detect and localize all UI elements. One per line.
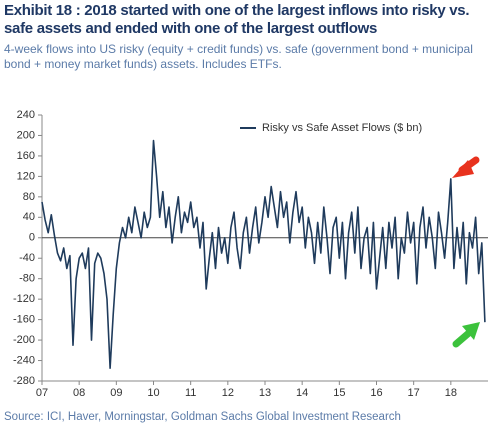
x-tick-label: 11 (185, 387, 196, 399)
red-arrow (452, 156, 480, 178)
x-tick-label: 14 (296, 387, 308, 399)
y-tick-label: -80 (19, 273, 35, 285)
y-tick-label: -280 (13, 375, 35, 387)
x-tick-label: 07 (36, 387, 48, 399)
series-line (41, 139, 486, 369)
x-tick-label: 16 (370, 387, 382, 399)
y-tick-label: 80 (23, 191, 35, 203)
y-tick-label: 0 (29, 232, 35, 244)
y-tick-label: 200 (17, 129, 35, 141)
y-tick-label: -240 (13, 354, 35, 366)
y-tick-label: -200 (13, 334, 35, 346)
x-tick-label: 18 (445, 387, 457, 399)
chart-subtitle: 4-week flows into US risky (equity + cre… (4, 42, 473, 71)
y-tick-label: -40 (19, 252, 35, 264)
y-tick-label: 120 (17, 170, 35, 182)
y-tick-label: 40 (23, 211, 35, 223)
chart-title: Exhibit 18 : 2018 started with one of th… (4, 2, 470, 37)
y-tick-label: 160 (17, 150, 35, 162)
x-tick-label: 12 (222, 387, 234, 399)
x-tick-label: 15 (333, 387, 345, 399)
x-tick-label: 09 (110, 387, 122, 399)
source-note: Source: ICI, Haver, Morningstar, Goldman… (4, 411, 401, 423)
x-tick-label: 10 (147, 387, 159, 399)
y-tick-label: -160 (13, 314, 35, 326)
legend-label: Risky vs Safe Asset Flows ($ bn) (262, 122, 422, 134)
x-tick-label: 17 (408, 387, 420, 399)
x-tick-label: 08 (73, 387, 85, 399)
y-tick-label: -120 (13, 293, 35, 305)
green-arrow (452, 322, 480, 348)
x-tick-label: 13 (259, 387, 271, 399)
y-tick-label: 240 (17, 109, 35, 121)
